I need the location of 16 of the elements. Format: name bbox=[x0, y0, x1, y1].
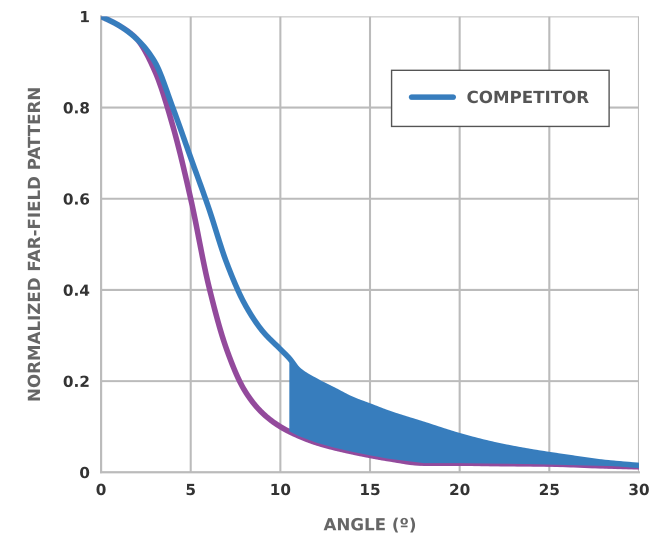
y-tick-label: 0 bbox=[80, 466, 90, 478]
y-tick-label: 0.4 bbox=[64, 284, 90, 296]
x-tick-label: 0 bbox=[96, 484, 106, 496]
x-tick-label: 30 bbox=[629, 484, 649, 496]
x-tick-label: 5 bbox=[186, 484, 195, 496]
x-tick-label: 20 bbox=[450, 484, 470, 496]
x-axis-title: ANGLE (º) bbox=[324, 518, 416, 532]
x-tick-label: 10 bbox=[271, 484, 290, 496]
y-tick-label: 0.8 bbox=[64, 102, 89, 114]
y-axis-title: NORMALIZED FAR-FIELD PATTERN bbox=[28, 88, 40, 400]
legend-label: COMPETITOR bbox=[467, 90, 589, 104]
x-tick-label: 15 bbox=[361, 484, 380, 496]
y-tick-label: 0.6 bbox=[64, 193, 90, 205]
y-tick-label: 1 bbox=[81, 11, 89, 22]
x-tick-label: 25 bbox=[540, 484, 559, 496]
y-tick-label: 0.2 bbox=[64, 376, 89, 388]
